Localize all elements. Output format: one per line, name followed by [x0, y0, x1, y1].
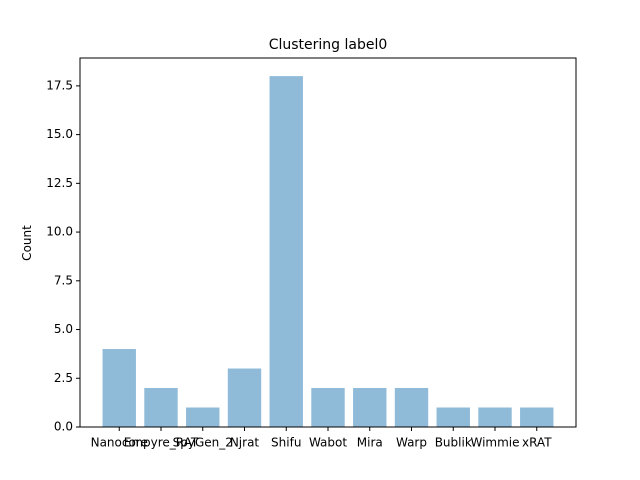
chart-title: Clustering label0: [269, 37, 388, 53]
bar: [227, 368, 262, 427]
x-tick-label: Mira: [357, 436, 383, 450]
x-tick-label: Shifu: [271, 436, 301, 450]
x-tick-label: xRAT: [522, 436, 552, 450]
y-tick-label: 15.0: [46, 127, 73, 141]
x-tick-label: Bublik: [435, 436, 472, 450]
y-tick-label: 10.0: [46, 225, 73, 239]
bar: [102, 349, 136, 427]
x-tick-label: Nanocore: [91, 436, 148, 450]
bar: [269, 76, 303, 428]
bar: [436, 407, 470, 427]
x-tick-label: Njrat: [230, 436, 260, 450]
y-tick-label: 7.5: [54, 273, 73, 287]
bar: [394, 388, 429, 427]
y-axis-label: Count: [20, 225, 34, 261]
bar: [144, 388, 178, 427]
bar: [186, 407, 220, 427]
y-tick-label: 5.0: [54, 322, 73, 336]
x-tick-label: Wabot: [309, 436, 347, 450]
plot-frame: [79, 57, 577, 428]
y-tick-label: 17.5: [46, 78, 73, 92]
bar: [311, 388, 345, 427]
y-tick-label: 0.0: [54, 420, 73, 434]
x-tick-label: Empyre_RAT: [124, 436, 199, 450]
bar: [478, 407, 512, 427]
bar: [353, 388, 387, 427]
y-tick-label: 12.5: [46, 176, 73, 190]
x-tick-label: Wimmie: [470, 436, 519, 450]
y-tick-label: 2.5: [54, 371, 73, 385]
bar: [520, 407, 554, 427]
x-tick-label: Warp: [396, 436, 427, 450]
x-tick-label: SpyGen_2: [173, 436, 233, 450]
